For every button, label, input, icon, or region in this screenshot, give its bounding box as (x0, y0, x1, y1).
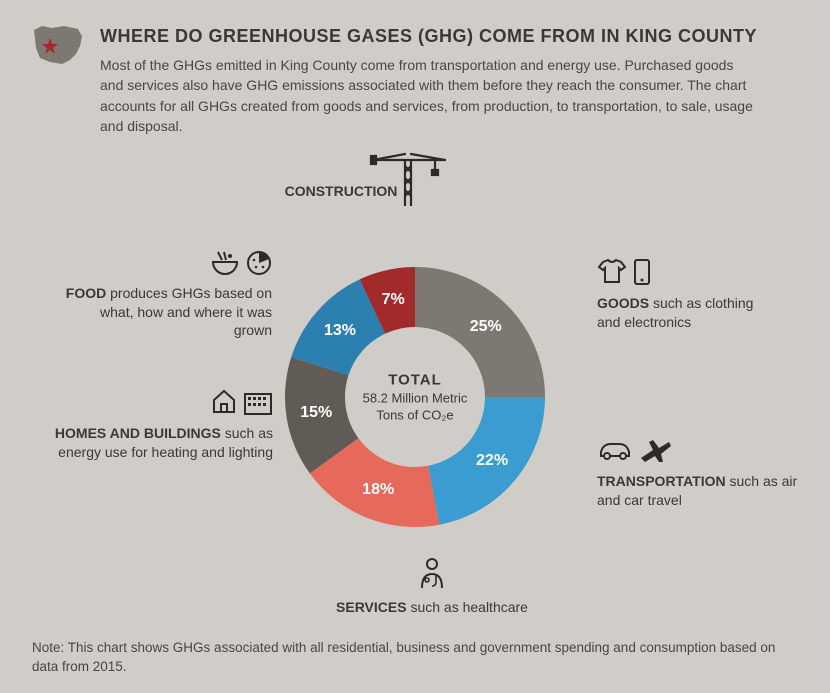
bowl-icon (210, 250, 240, 280)
services-name: SERVICES (336, 599, 407, 615)
pct-homes: 15% (300, 404, 332, 422)
food-rest: produces GHGs based on what, how and whe… (100, 285, 272, 337)
building-icon (243, 388, 273, 420)
house-icon (211, 388, 237, 420)
services-rest: such as healthcare (407, 599, 528, 615)
king-county-map-icon (32, 24, 84, 148)
homes-name: HOMES AND BUILDINGS (55, 425, 221, 441)
goods-name: GOODS (597, 295, 649, 311)
callout-food: FOOD produces GHGs based on what, how an… (62, 250, 272, 339)
callout-homes: HOMES AND BUILDINGS such as energy use f… (48, 388, 273, 461)
callout-transportation: TRANSPORTATION such as air and car trave… (597, 438, 807, 509)
callout-services: SERVICES such as healthcare (332, 556, 532, 616)
callout-goods: GOODS such as clothing and electronics (597, 258, 767, 331)
total-value: 58.2 Million Metric Tons of CO₂e (350, 391, 480, 424)
pct-food: 13% (324, 322, 356, 340)
callout-construction: CONSTRUCTION (266, 182, 416, 200)
footnote: Note: This chart shows GHGs associated w… (32, 639, 798, 677)
intro-text: Most of the GHGs emitted in King County … (100, 55, 760, 136)
donut-chart: TOTAL 58.2 Million Metric Tons of CO₂e 2… (32, 158, 798, 618)
food-name: FOOD (66, 285, 106, 301)
pct-transportation: 22% (476, 452, 508, 470)
transportation-name: TRANSPORTATION (597, 473, 726, 489)
plane-icon (639, 438, 673, 468)
doctor-icon (418, 556, 446, 594)
pct-goods: 25% (470, 318, 502, 336)
pct-construction: 7% (382, 291, 405, 309)
construction-name: CONSTRUCTION (285, 183, 398, 199)
phone-icon (633, 258, 651, 290)
donut-center: TOTAL 58.2 Million Metric Tons of CO₂e (350, 372, 480, 424)
page-title: WHERE DO GREENHOUSE GASES (GHG) COME FRO… (100, 26, 798, 47)
car-icon (597, 438, 633, 468)
pizza-icon (246, 250, 272, 280)
total-label: TOTAL (350, 372, 480, 389)
tshirt-icon (597, 258, 627, 290)
pct-services: 18% (362, 481, 394, 499)
